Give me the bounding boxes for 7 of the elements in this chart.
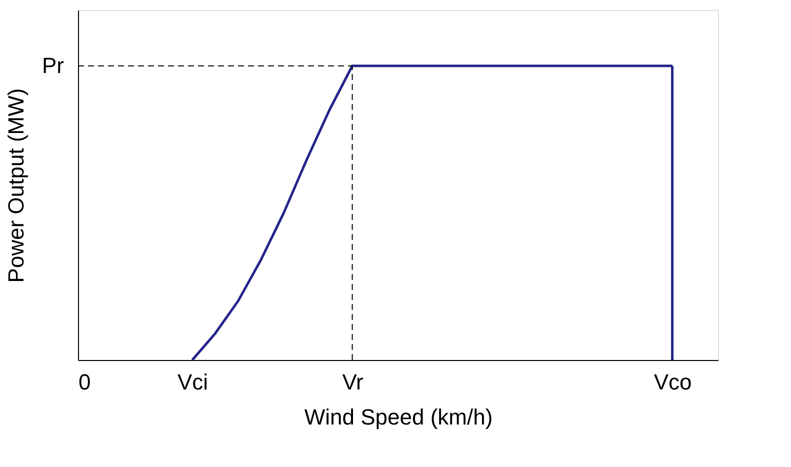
x-tick-label: 0 [78,370,91,394]
y-axis-title: Power Output (MW) [4,88,28,283]
x-axis-title: Wind Speed (km/h) [304,404,493,430]
x-tick-label: Vci [178,370,208,394]
ref-line-label: Pr [42,52,64,78]
x-tick-label: Vco [654,370,692,394]
x-tick-label: Vr [342,370,364,394]
